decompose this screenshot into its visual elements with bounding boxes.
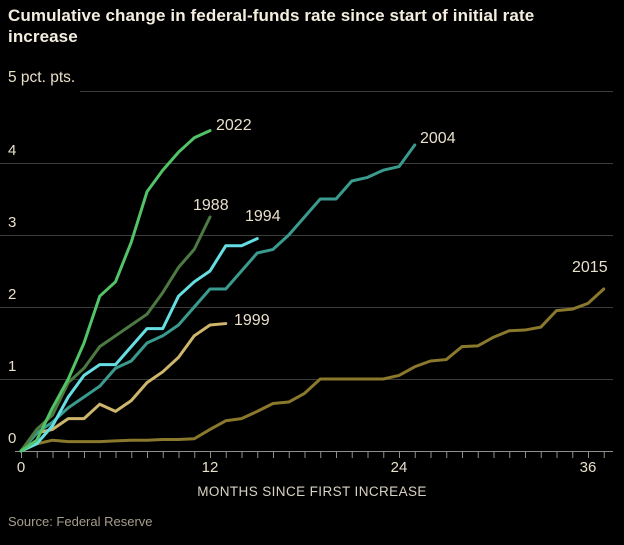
series-line-1999 (19, 322, 228, 453)
y-axis-unit-label: 5 pct. pts. (8, 69, 76, 86)
series-label-2004: 2004 (420, 130, 456, 147)
x-tick-label-0: 0 (16, 459, 26, 476)
x-tick-label-12: 12 (201, 459, 219, 476)
series-line-2022 (19, 129, 212, 453)
series-line-1988 (19, 215, 212, 453)
series-line-1994 (19, 237, 259, 453)
y-tick-label-3: 3 (8, 214, 17, 231)
y-tick-label-2: 2 (8, 286, 17, 303)
series-label-1999: 1999 (234, 312, 270, 329)
series-label-1994: 1994 (245, 208, 281, 225)
series-label-1988: 1988 (193, 197, 229, 214)
y-tick-label-0: 0 (8, 430, 17, 447)
y-tick-label-4: 4 (8, 142, 17, 159)
series-line-2015 (19, 287, 606, 453)
y-tick-label-1: 1 (8, 358, 17, 375)
series-label-2022: 2022 (216, 117, 252, 134)
x-tick-label-24: 24 (390, 459, 408, 476)
series-label-2015: 2015 (572, 259, 608, 276)
source-note: Source: Federal Reserve (8, 514, 153, 529)
series-line-2004 (19, 143, 417, 453)
x-axis-title: MONTHS SINCE FIRST INCREASE (197, 484, 427, 499)
chart-title: Cumulative change in federal-funds rate … (8, 6, 535, 46)
x-tick-label-36: 36 (579, 459, 597, 476)
